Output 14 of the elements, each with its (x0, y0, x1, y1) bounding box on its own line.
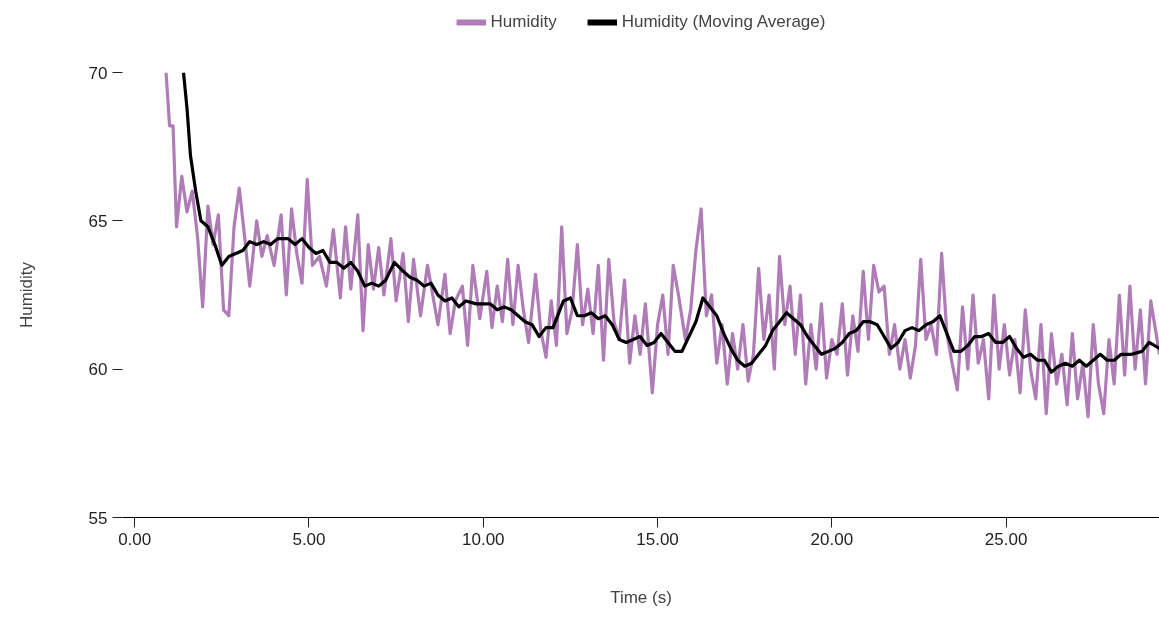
y-axis-title: Humidity (16, 261, 36, 329)
legend-label: Humidity (490, 12, 557, 32)
x-tick-label: 5.00 (292, 529, 326, 549)
y-tick-label: 60 (88, 360, 108, 380)
x-axis-title: Time (s) (610, 587, 672, 607)
y-tick-label: 70 (88, 63, 108, 83)
y-tick-label: 65 (88, 211, 108, 231)
x-tick-label: 0.00 (118, 529, 152, 549)
x-tick-label: 15.00 (636, 529, 679, 549)
legend-label: Humidity (Moving Average) (621, 12, 826, 32)
x-tick-label: 10.00 (462, 529, 505, 549)
y-tick-label: 55 (88, 508, 108, 528)
x-tick-label: 20.00 (810, 529, 854, 549)
x-tick-label: 25.00 (984, 529, 1028, 549)
